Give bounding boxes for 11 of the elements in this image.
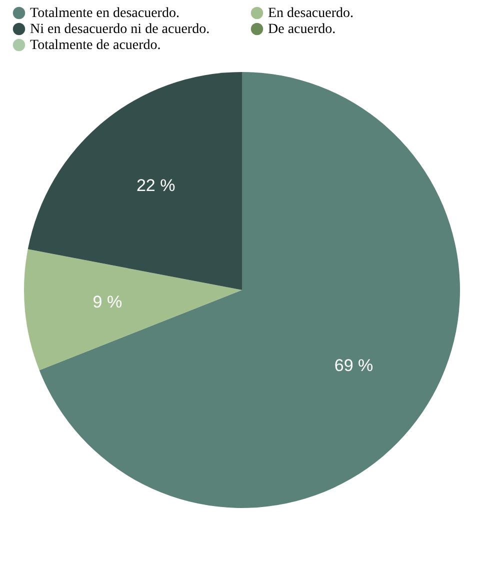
legend-label: Ni en desacuerdo ni de acuerdo.: [30, 22, 210, 37]
pie-slice: [39, 72, 460, 508]
data-label: 69 %: [334, 356, 374, 375]
data-label: 22 %: [136, 176, 176, 195]
legend-label: De acuerdo.: [268, 22, 336, 37]
legend-label: Totalmente en desacuerdo.: [30, 6, 180, 21]
legend-label: Totalmente de acuerdo.: [30, 38, 161, 53]
pie-slice: [24, 249, 242, 370]
legend-label: En desacuerdo.: [268, 6, 354, 21]
data-label: 9 %: [92, 292, 122, 312]
pie-slice: [28, 72, 242, 290]
